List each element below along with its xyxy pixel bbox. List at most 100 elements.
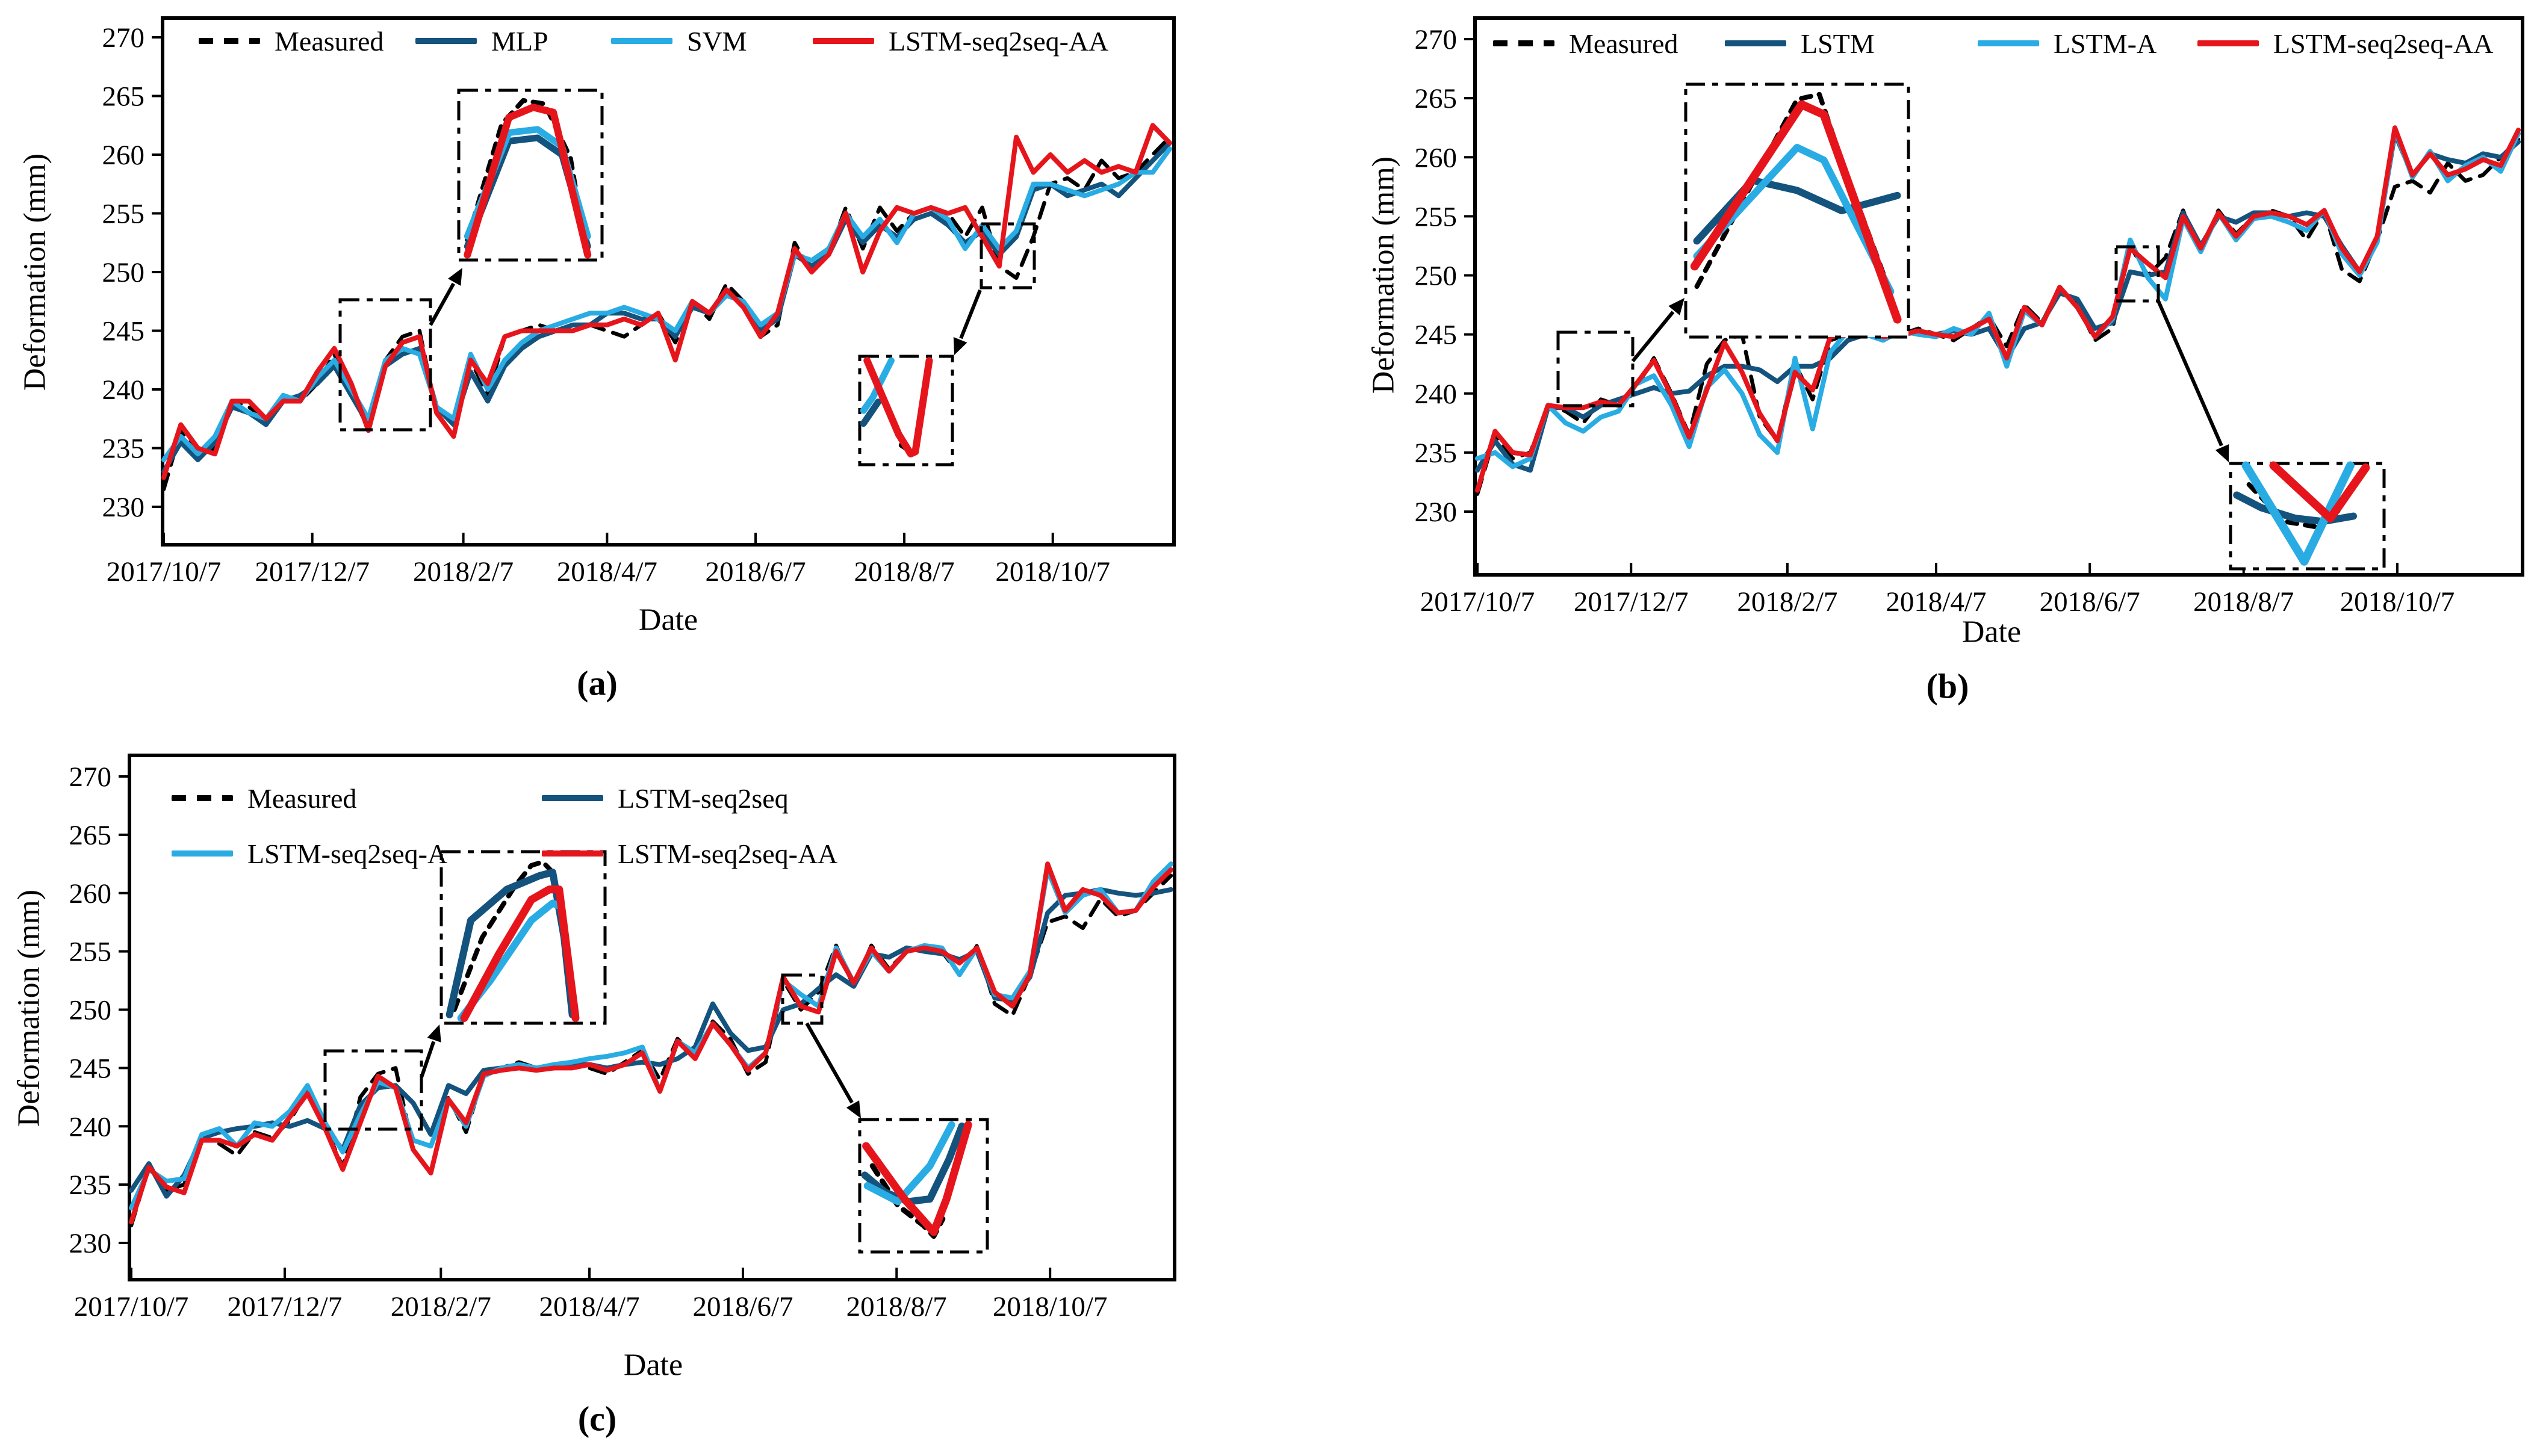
lstm-a-line-swatch (1978, 40, 2039, 46)
x-tick-label: 2017/12/7 (255, 556, 370, 587)
zoom-arrowhead (427, 1024, 441, 1042)
inset-line-black (465, 98, 588, 246)
x-tick-label: 2018/4/7 (539, 1291, 639, 1322)
y-tick-label: 260 (1415, 142, 1458, 173)
x-axis-title-c: Date (623, 1348, 683, 1383)
legend-item-lstm-seq2seq-aa-a: LSTM-seq2seq-AA (813, 25, 1108, 57)
mlp-line-swatch (415, 38, 477, 44)
inset-line-red (2269, 461, 2370, 522)
y-tick-label: 245 (1415, 320, 1458, 351)
x-tick-label: 2018/4/7 (557, 556, 657, 587)
legend-item-lstm-seq2seq-aa-b: LSTM-seq2seq-AA (2197, 28, 2493, 59)
legend-label: MLP (491, 25, 548, 57)
series-lstm-seq2seq-aa (161, 123, 1172, 480)
caption-c: (c) (577, 1399, 617, 1439)
x-tick-label: 2017/10/7 (1420, 586, 1535, 618)
legend-item-measured-c: Measured (172, 782, 356, 814)
y-tick-label: 230 (102, 492, 145, 523)
magnified-region-box (1556, 330, 1635, 407)
legend-item-lstm-a: LSTM-A (1978, 28, 2157, 59)
plot-frame (161, 16, 1176, 547)
zoom-arrow (959, 289, 982, 339)
inset-line-red (1690, 100, 1902, 324)
x-tick-label: 2018/8/7 (854, 556, 954, 587)
chart-a-plot: 230 235 240 245 250 255 260 265 270 2017/10/7 2017… (102, 16, 1176, 587)
series-svm (161, 146, 1172, 462)
x-tick-label: 2018/6/7 (705, 556, 806, 587)
legend-label: SVM (687, 25, 747, 57)
y-tick-label: 255 (69, 937, 112, 968)
inset-line-cyan (2241, 461, 2355, 566)
x-tick-label: 2017/12/7 (228, 1291, 343, 1322)
legend-label: LSTM (1801, 28, 1875, 59)
lstm-seq2seq-aa-line-swatch (2197, 40, 2259, 46)
lstm-seq2seq-a-line-swatch (172, 850, 233, 857)
legend-label: Measured (1569, 28, 1678, 59)
legend-item-lstm-seq2seq-aa-c: LSTM-seq2seq-AA (542, 838, 837, 869)
magnified-region-box (2114, 245, 2160, 303)
inset-zoom-box (1684, 82, 1910, 339)
zoom-arrow (805, 1022, 854, 1104)
x-tick-label: 2018/2/7 (391, 1291, 491, 1322)
caption-a: (a) (577, 663, 618, 703)
y-tick-label: 270 (102, 22, 145, 54)
inset-line-cyan (860, 357, 895, 414)
y-tick-label: 265 (69, 820, 112, 851)
inset-zoom-box (457, 88, 604, 262)
legend-item-svm: SVM (611, 25, 747, 57)
legend-label: Measured (247, 782, 357, 814)
zoom-arrow (1631, 311, 1675, 362)
series-lstm-seq2seq-aa (1475, 125, 2521, 493)
y-tick-label: 235 (1415, 438, 1458, 469)
series-mlp (161, 140, 1172, 474)
plot-frame (1473, 16, 2524, 577)
x-tick-label: 2018/8/7 (846, 1291, 947, 1322)
x-tick-label: 2018/10/7 (2340, 586, 2455, 618)
y-tick-label: 250 (69, 995, 112, 1026)
inset-line-red (460, 885, 580, 1022)
y-tick-label: 270 (69, 761, 112, 793)
inset-line-red (863, 357, 933, 457)
plot-frame (128, 754, 1176, 1281)
legend-label: LSTM-seq2seq-A (247, 838, 448, 869)
series-lstm-a (1475, 128, 2521, 469)
x-tick-label: 2018/2/7 (1737, 586, 1837, 618)
y-tick-label: 255 (102, 199, 145, 230)
inset-line-cyan (863, 1121, 955, 1206)
legend-item-lstm: LSTM (1725, 28, 1875, 59)
x-tick-label: 2017/10/7 (107, 556, 222, 587)
measured-dash-swatch (199, 38, 260, 44)
y-tick-label: 255 (1415, 201, 1458, 232)
series-measured (129, 873, 1173, 1228)
x-tick-label: 2018/6/7 (692, 1291, 793, 1322)
series-lstm-seq2seq-aa (129, 861, 1173, 1225)
series-lstm-seq2seq (129, 887, 1173, 1199)
y-tick-label: 240 (69, 1111, 112, 1142)
x-tick-label: 2017/12/7 (1574, 586, 1689, 618)
x-tick-label: 2018/10/7 (993, 1291, 1108, 1322)
y-tick-label: 230 (69, 1228, 112, 1259)
legend-item-lstm-seq2seq: LSTM-seq2seq (542, 782, 789, 814)
y-tick-label: 245 (102, 316, 145, 347)
legend-item-mlp: MLP (415, 25, 548, 57)
x-tick-label: 2017/10/7 (74, 1291, 189, 1322)
series-measured (161, 135, 1172, 492)
measured-dash-swatch (1493, 40, 1554, 46)
caption-b: (b) (1926, 666, 1969, 706)
legend-item-measured-a: Measured (199, 25, 383, 57)
legend-label: LSTM-seq2seq-AA (889, 25, 1109, 57)
x-tick-label: 2018/2/7 (413, 556, 514, 587)
x-tick-label: 2018/4/7 (1886, 586, 1986, 618)
legend-label: LSTM-A (2054, 28, 2157, 59)
legend-item-lstm-seq2seq-a: LSTM-seq2seq-A (172, 838, 447, 869)
lstm-seq2seq-aa-line-swatch (813, 38, 874, 44)
chart-b-plot: 230 235 240 245 250 255 260 265 270 2017/10/7 2017… (1415, 16, 2524, 618)
zoom-arrowhead (846, 1100, 861, 1118)
y-tick-label: 245 (69, 1053, 112, 1084)
y-tick-label: 260 (69, 878, 112, 909)
series-lstm (1475, 131, 2521, 473)
magnified-region-box (338, 298, 432, 432)
y-tick-label: 250 (1415, 261, 1458, 292)
svm-line-swatch (611, 38, 672, 44)
